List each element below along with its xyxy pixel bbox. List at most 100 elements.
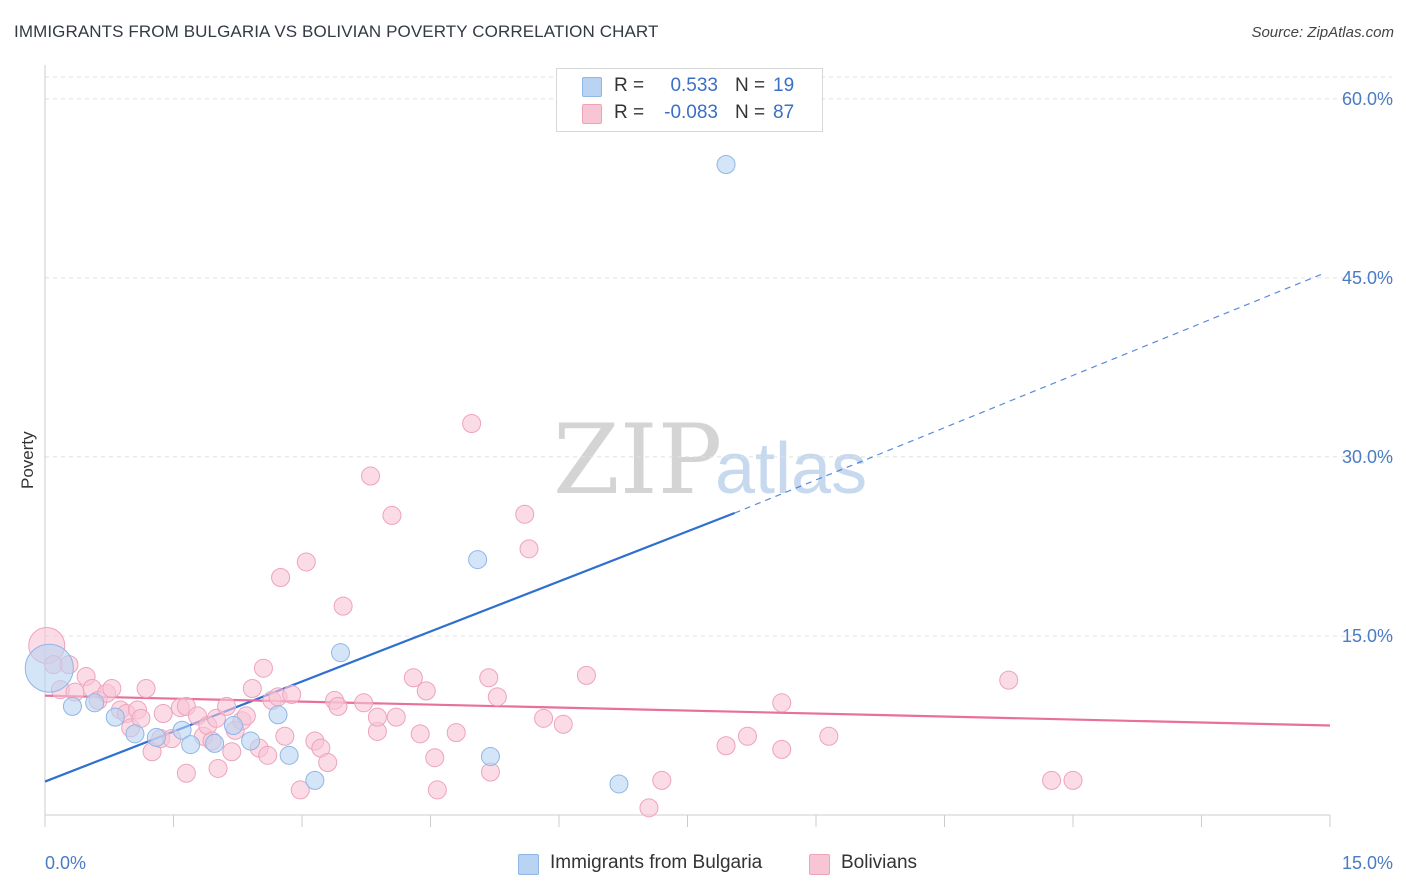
bulgaria-point [480,747,500,767]
bolivians-point [462,414,482,434]
bulgaria-point [172,720,192,740]
bulgaria-point [279,745,299,765]
r-value: -0.083 [664,102,718,123]
bulgaria-point [716,155,736,175]
bulgaria-point [268,705,288,725]
bolivians-point [534,708,554,728]
bolivians-point [425,748,445,768]
bolivians-point [361,466,381,486]
bolivians-point [487,687,507,707]
bolivians-point [176,763,196,783]
bulgaria-point [62,696,82,716]
trend-lines [44,273,1331,783]
bulgaria-point [125,724,145,744]
legend-row-bulgaria: R = 0.533 N = 19 [557,73,822,99]
bolivians-point [652,770,672,790]
chart-title: IMMIGRANTS FROM BULGARIA VS BOLIVIAN POV… [14,22,659,41]
y-tick-label: 30.0% [1342,447,1393,467]
bulgaria-point [24,643,74,693]
bolivians-point [519,539,539,559]
bolivians-point [1042,770,1062,790]
bolivians-point [271,567,291,587]
x-tick-label: 0.0% [45,853,86,873]
r-label: R = [614,102,645,123]
bulgaria-point [468,550,488,570]
legend-label: Immigrants from Bulgaria [550,852,763,873]
bolivians-point [328,696,348,716]
bolivians-point [354,693,374,713]
r-label: R = [614,75,645,96]
n-label: N = [735,75,766,96]
bolivians-point [290,780,310,800]
bulgaria-point [331,643,351,663]
bolivians-point [737,726,757,746]
blue-swatch [518,854,539,875]
bolivians-point [427,780,447,800]
bolivians-point [242,678,262,698]
bolivians-point [136,678,156,698]
data-points [24,155,1083,818]
watermark-atlas: atlas [715,429,867,509]
y-tick-label: 15.0% [1342,626,1393,646]
bolivians-point [819,726,839,746]
bolivians-point [258,745,278,765]
bulgaria-point [609,774,629,794]
bolivians-point [515,504,535,524]
bolivians-trend-line [44,694,1331,727]
n-value: 87 [773,102,795,123]
bolivians-point [153,704,173,724]
bolivians-point [253,658,273,678]
bulgaria-point [105,707,125,727]
bolivians-point [102,678,122,698]
bolivians-point [716,736,736,756]
blue-swatch [582,77,602,97]
legend-label: Bolivians [841,852,918,873]
bolivians-point [236,706,256,726]
legend-row-bolivians: R = -0.083 N = 87 [557,100,822,126]
r-value: 0.533 [670,75,718,96]
bulgaria-point [241,731,261,751]
bolivians-point [553,714,573,734]
bolivians-point [446,723,466,743]
bolivians-point [208,758,228,778]
correlation-legend: R = 0.533 N = 19 R = -0.083 N = 87 [556,68,823,132]
pink-swatch [582,104,602,124]
bolivians-point [296,552,316,572]
n-value: 19 [773,75,795,96]
watermark-zip: ZIP [553,404,722,516]
bulgaria-point [85,693,105,713]
bulgaria-point [146,727,166,747]
bulgaria-point [223,715,243,735]
bulgaria-point [205,733,225,753]
bolivians-point [282,684,302,704]
bolivians-point [403,668,423,688]
bolivians-point [479,668,499,688]
y-axis-label: Poverty [18,431,37,489]
source-label: Source: ZipAtlas.com [1251,24,1394,41]
bolivians-point [318,752,338,772]
bulgaria-point [181,735,201,755]
bolivians-point [639,798,659,818]
bolivians-point [217,696,237,716]
bolivians-point [275,726,295,746]
bolivians-point [772,739,792,759]
bulgaria-trend-extension [734,273,1322,514]
bolivians-point [576,665,596,685]
x-tick-label: 15.0% [1342,853,1393,873]
y-tick-label: 60.0% [1342,89,1393,109]
bulgaria-point [305,770,325,790]
bolivians-point [416,681,436,701]
tick-labels: 15.0% 30.0% 45.0% 60.0% 0.0% 15.0% [45,89,1393,873]
bolivians-point [367,707,387,727]
bolivians-point [382,505,402,525]
bolivians-point [222,742,242,762]
bolivians-point [410,724,430,744]
n-label: N = [735,102,766,123]
bolivians-point [1063,770,1083,790]
bolivians-point [772,693,792,713]
pink-swatch [809,854,830,875]
y-tick-label: 45.0% [1342,268,1393,288]
bolivians-point [333,596,353,616]
bolivians-point [386,707,406,727]
